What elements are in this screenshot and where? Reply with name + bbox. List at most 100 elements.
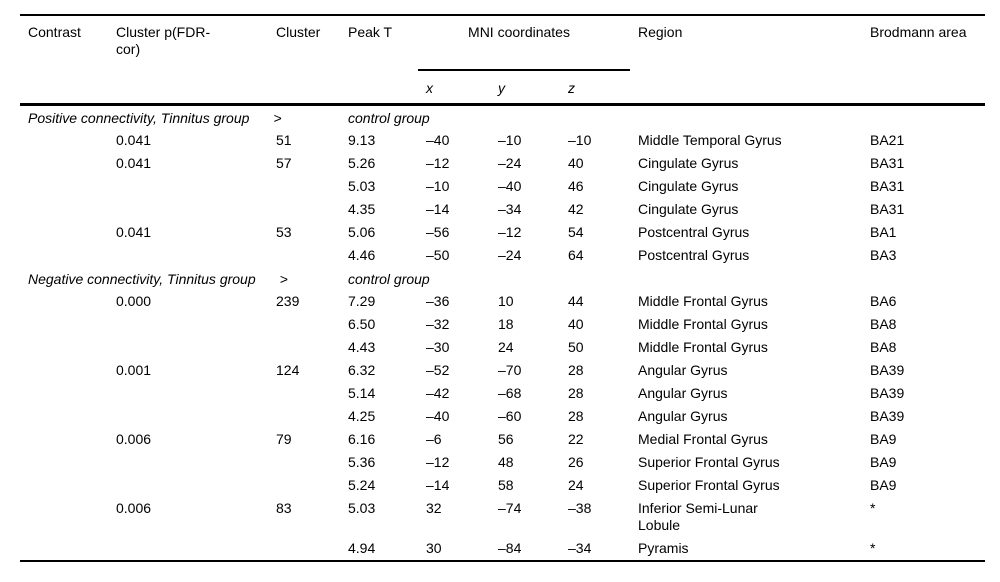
- cell-cluster: 51: [276, 132, 292, 148]
- cell-brodmann: BA39: [870, 385, 905, 401]
- col-header-cluster-p-label: Cluster p(FDR-cor): [116, 24, 211, 57]
- region-text: Pyramis: [638, 540, 689, 556]
- cell-peak-t: 9.13: [348, 132, 376, 148]
- cell-region: Cingulate Gyrus: [630, 175, 862, 198]
- region-text: Middle Frontal Gyrus: [638, 316, 768, 332]
- cell-z: 24: [568, 477, 584, 493]
- cell-brodmann: BA21: [870, 132, 905, 148]
- region-text: Cingulate Gyrus: [638, 201, 739, 217]
- cell-contrast: [20, 290, 108, 313]
- region-text: Angular Gyrus: [638, 408, 728, 424]
- cell-peak-t: 4.94: [348, 540, 376, 556]
- cell-z: 50: [568, 339, 584, 355]
- cell-x: –52: [426, 362, 450, 378]
- cell-region: Medial Frontal Gyrus: [630, 428, 862, 451]
- cell-cluster: 53: [276, 224, 292, 240]
- cell-cluster: [268, 244, 340, 267]
- header-row-main: Contrast Cluster p(FDR-cor) Cluster Peak…: [20, 15, 985, 71]
- cell-region: Middle Frontal Gyrus: [630, 313, 862, 336]
- cell-x: –56: [426, 224, 450, 240]
- cell-region: Middle Frontal Gyrus: [630, 290, 862, 313]
- cell-cluster-p: [108, 405, 268, 428]
- cell-peak-t: 4.43: [348, 339, 376, 355]
- cell-peak-t: 5.24: [348, 477, 376, 493]
- cell-region: Superior Frontal Gyrus: [630, 451, 862, 474]
- cell-peak-t: 6.32: [348, 362, 376, 378]
- table-row: 0.006 79 6.16 –6 56 22 Medial Frontal Gyrus BA9: [20, 428, 985, 451]
- region-text: Postcentral Gyrus: [638, 224, 750, 240]
- col-header-x: x: [426, 80, 433, 96]
- col-header-mni-coordinates: MNI coordinates: [418, 15, 630, 71]
- cell-x: 30: [426, 540, 442, 556]
- cell-y: –84: [498, 540, 522, 556]
- table-row: 4.43 –30 24 50 Middle Frontal Gyrus BA8: [20, 336, 985, 359]
- col-header-peak-t-label: Peak T: [348, 24, 393, 40]
- cell-y: –70: [498, 362, 522, 378]
- table-row: 0.006 83 5.03 32 –74 –38 Inferior Semi-Lunar L…: [20, 497, 985, 537]
- cell-cluster: 239: [276, 293, 300, 309]
- table-row: 4.94 30 –84 –34 Pyramis *: [20, 537, 985, 561]
- col-header-cluster: Cluster: [268, 15, 340, 105]
- cell-brodmann: BA39: [870, 362, 905, 378]
- cell-cluster-p: 0.041: [116, 132, 152, 148]
- region-text: Postcentral Gyrus: [638, 247, 750, 263]
- cell-z: –34: [568, 540, 592, 556]
- region-text: Medial Frontal Gyrus: [638, 431, 768, 447]
- cell-brodmann: BA1: [870, 224, 897, 240]
- table-body: Positive connectivity, Tinnitus group > co…: [20, 105, 985, 562]
- cell-brodmann: BA9: [870, 477, 897, 493]
- region-text: Inferior Semi-Lunar Lobule: [638, 500, 758, 533]
- cell-x: –32: [426, 316, 450, 332]
- cell-contrast: [20, 152, 108, 175]
- section-comparator: >: [273, 110, 282, 126]
- cell-y: –34: [498, 201, 522, 217]
- col-header-cluster-label: Cluster: [276, 24, 321, 40]
- cell-contrast: [20, 313, 108, 336]
- cell-y: –60: [498, 408, 522, 424]
- cell-x: –12: [426, 454, 450, 470]
- cell-cluster-p: [108, 198, 268, 221]
- cell-contrast: [20, 405, 108, 428]
- cell-z: 28: [568, 362, 584, 378]
- cell-z: 64: [568, 247, 584, 263]
- cell-cluster: [268, 175, 340, 198]
- cell-brodmann: BA8: [870, 316, 897, 332]
- cell-y: –40: [498, 178, 522, 194]
- col-header-peak-t: Peak T: [340, 15, 418, 105]
- cell-x: 32: [426, 500, 442, 516]
- col-header-mni-label: MNI coordinates: [468, 24, 570, 40]
- cell-brodmann: BA9: [870, 431, 897, 447]
- region-text: Cingulate Gyrus: [638, 155, 739, 171]
- cell-peak-t: 7.29: [348, 293, 376, 309]
- cell-x: –30: [426, 339, 450, 355]
- cell-z: 40: [568, 316, 584, 332]
- cell-y: 56: [498, 431, 514, 447]
- cell-peak-t: 4.35: [348, 201, 376, 217]
- table-row: 5.36 –12 48 26 Superior Frontal Gyrus BA9: [20, 451, 985, 474]
- section-label-right: control group: [348, 271, 430, 287]
- cell-contrast: [20, 359, 108, 382]
- cell-z: 22: [568, 431, 584, 447]
- col-header-cluster-p: Cluster p(FDR-cor): [108, 15, 268, 105]
- cell-region: Postcentral Gyrus: [630, 221, 862, 244]
- cell-peak-t: 5.06: [348, 224, 376, 240]
- cell-cluster: [268, 336, 340, 359]
- cell-cluster-p: [108, 175, 268, 198]
- cell-contrast: [20, 428, 108, 451]
- cell-peak-t: 5.03: [348, 500, 376, 516]
- table-row: 0.041 53 5.06 –56 –12 54 Postcentral Gyrus BA1: [20, 221, 985, 244]
- cell-cluster: 79: [276, 431, 292, 447]
- cell-y: –12: [498, 224, 522, 240]
- cell-cluster: 83: [276, 500, 292, 516]
- cell-cluster-p: [108, 336, 268, 359]
- cell-y: 58: [498, 477, 514, 493]
- table-row: 4.46 –50 –24 64 Postcentral Gyrus BA3: [20, 244, 985, 267]
- col-header-brodmann: Brodmann area: [862, 15, 985, 105]
- cell-x: –40: [426, 132, 450, 148]
- region-text: Superior Frontal Gyrus: [638, 477, 780, 493]
- cell-cluster: [268, 537, 340, 561]
- cell-peak-t: 6.16: [348, 431, 376, 447]
- cell-x: –14: [426, 477, 450, 493]
- cell-peak-t: 4.46: [348, 247, 376, 263]
- cell-peak-t: 5.14: [348, 385, 376, 401]
